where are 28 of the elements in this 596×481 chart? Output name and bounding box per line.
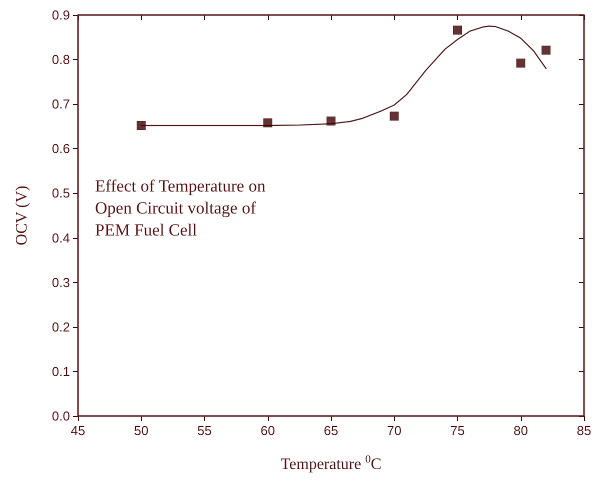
y-tick-label: 0.9 — [52, 8, 70, 22]
point — [326, 116, 336, 126]
y-tick-label: 0.1 — [52, 364, 70, 379]
x-tick-label: 50 — [134, 423, 148, 438]
point — [516, 58, 526, 68]
y-tick-label: 0.6 — [52, 141, 70, 156]
x-tick-label: 80 — [514, 423, 528, 438]
x-tick-label: 60 — [260, 423, 275, 438]
point — [542, 46, 551, 55]
point — [453, 26, 462, 35]
point — [136, 121, 146, 130]
annotation: Effect of Temperature on Open Circuit voltage of PEM Fuel Cell — [95, 176, 270, 240]
y-tick-label: 0.3 — [52, 274, 70, 290]
x-tick-label: 55 — [197, 423, 212, 438]
y-tick-label: 0.7 — [52, 96, 70, 112]
y-tick-label: 0.4 — [52, 230, 70, 246]
point — [390, 112, 399, 121]
point — [263, 118, 272, 128]
x-tick-label: 75 — [450, 423, 465, 438]
x-tick-label: 45 — [70, 423, 86, 438]
x-tick-label: 65 — [324, 423, 338, 438]
y-tick-label: 0.0 — [52, 408, 70, 424]
y-tick-label: 0.2 — [52, 319, 70, 334]
y-axis-title: OCV (V) — [14, 186, 30, 246]
y-tick-label: 0.5 — [52, 186, 70, 201]
x-tick-label: 85 — [576, 423, 592, 438]
y-tick-label: 0.8 — [52, 52, 70, 68]
x-tick-label: 70 — [387, 423, 402, 438]
